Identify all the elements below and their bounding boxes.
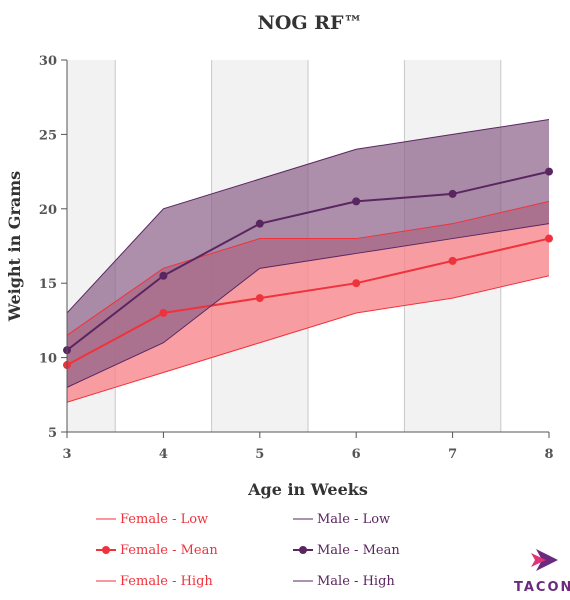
chart-title: NOG RF™ [257, 12, 362, 34]
x-axis-title: Age in Weeks [247, 480, 368, 499]
point-female-mean-6[interactable] [352, 279, 361, 288]
taconic-logo: TACONIC [514, 549, 570, 595]
point-male-mean-4[interactable] [159, 271, 168, 280]
series-points [63, 167, 553, 370]
legend-marker-male-mean [299, 546, 307, 554]
legend-item-female-high[interactable]: Female - High [96, 574, 213, 589]
series-lines [66, 119, 550, 403]
y-tick-label-10: 10 [39, 352, 57, 367]
point-male-mean-6[interactable] [352, 197, 361, 206]
y-tick-label-25: 25 [39, 128, 57, 143]
point-female-mean-4[interactable] [159, 308, 168, 317]
logo-text: TACONIC [514, 580, 570, 595]
legend-label-male-mean: Male - Mean [317, 543, 400, 558]
female-range-area [67, 201, 549, 403]
series-line-male-low [66, 223, 550, 388]
legend-marker-female-mean [102, 546, 110, 554]
legend-item-female-low[interactable]: Female - Low [96, 512, 208, 527]
y-tick-label-20: 20 [39, 203, 57, 218]
legend-label-male-high: Male - High [317, 574, 395, 589]
axes: 5 10 15 20 25 30 3 4 5 6 7 8 [39, 54, 554, 462]
legend-item-female-mean[interactable]: Female - Mean [96, 543, 218, 558]
x-tick-label-4: 4 [159, 447, 168, 462]
legend-label-male-low: Male - Low [317, 512, 390, 527]
legend-label-female-low: Female - Low [120, 512, 208, 527]
series-line-female-low [66, 275, 550, 403]
male-range-area [67, 119, 549, 388]
point-male-mean-5[interactable] [255, 219, 264, 228]
point-female-mean-5[interactable] [255, 294, 264, 303]
range-areas [67, 119, 549, 403]
point-male-mean-8[interactable] [545, 167, 553, 176]
series-line-male-mean [66, 170, 550, 351]
legend-label-female-mean: Female - Mean [120, 543, 218, 558]
y-axis-title: Weight in Grams [5, 171, 24, 322]
x-tick-label-3: 3 [62, 447, 71, 462]
x-tick-label-7: 7 [448, 447, 457, 462]
legend-item-male-mean[interactable]: Male - Mean [293, 543, 400, 558]
y-tick-label-5: 5 [48, 426, 57, 441]
x-tick-label-8: 8 [544, 447, 553, 462]
x-tick-label-5: 5 [255, 447, 264, 462]
series-line-female-high [66, 200, 550, 336]
series-line-female-mean [66, 237, 550, 366]
point-female-mean-8[interactable] [545, 234, 553, 243]
y-tick-label-15: 15 [39, 277, 57, 292]
y-tick-label-30: 30 [39, 54, 57, 69]
x-tick-label-6: 6 [352, 447, 361, 462]
series-line-male-high [66, 119, 550, 314]
taconic-arrow-icon [531, 549, 558, 571]
point-male-mean-7[interactable] [448, 189, 457, 198]
legend: Female - Low Male - Low Female - Mean Male … [96, 512, 400, 589]
legend-item-male-low[interactable]: Male - Low [293, 512, 390, 527]
legend-label-female-high: Female - High [120, 574, 213, 589]
point-female-mean-7[interactable] [448, 256, 457, 265]
legend-item-male-high[interactable]: Male - High [293, 574, 395, 589]
